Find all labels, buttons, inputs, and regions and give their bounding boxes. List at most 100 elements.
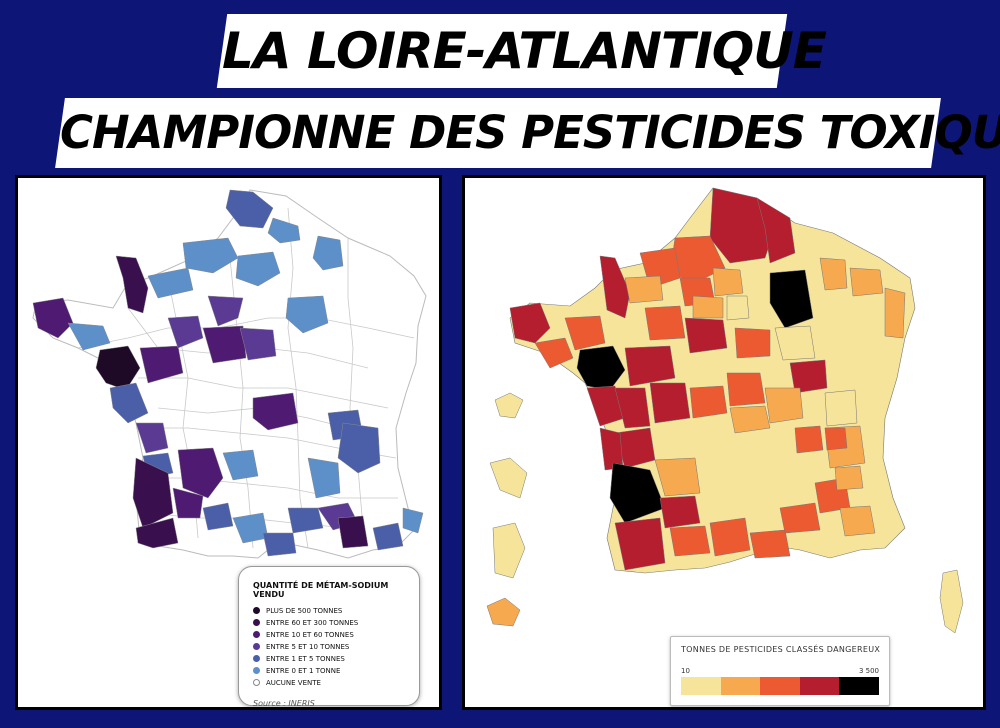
dept-gironde	[609, 462, 666, 524]
legend-swatch	[253, 631, 260, 638]
dom-guadeloupe	[494, 392, 524, 419]
dept-ile-de-france	[726, 295, 750, 321]
dept-sarthe	[644, 305, 686, 341]
legend-title: TONNES DE PESTICIDES CLASSÉS DANGEREUX	[681, 645, 881, 654]
dept-bas-rhin	[884, 287, 906, 339]
dept-loiret-region	[684, 317, 728, 354]
legend-label: ENTRE 60 ET 300 TONNES	[266, 618, 359, 627]
dept-dordogne	[177, 447, 224, 499]
scale-step	[720, 677, 761, 695]
dept-lot-garonne	[172, 487, 204, 519]
dept-vienne	[649, 382, 691, 424]
dept-deux-sevres	[135, 422, 169, 454]
dept-jura	[824, 389, 858, 427]
dept-bouches-rhone-region	[839, 505, 876, 537]
legend-swatch	[253, 679, 260, 686]
dept-ardennes	[312, 235, 344, 271]
dept-corse	[939, 569, 964, 634]
dept-marne	[235, 251, 281, 287]
dept-landes	[135, 517, 179, 549]
dept-oise	[712, 267, 744, 297]
dept-allier-region	[729, 405, 771, 434]
legend-swatch	[253, 655, 260, 662]
legend-item: ENTRE 10 ET 60 TONNES	[253, 630, 419, 639]
legend-label: PLUS DE 500 TONNES	[266, 606, 343, 615]
dept-nord	[225, 189, 274, 229]
dept-vaucluse	[834, 465, 864, 491]
dept-yonne-region	[734, 327, 771, 359]
dept-dordogne-region	[654, 457, 701, 497]
scale-step	[681, 677, 721, 695]
dept-herault	[287, 507, 324, 534]
dept-loiret	[202, 325, 247, 364]
dept-gironde	[132, 457, 174, 529]
dept-saone-loire	[764, 387, 804, 424]
headline-line1-banner: LA LOIRE-ATLANTIQUE	[216, 14, 826, 88]
dept-aisne	[267, 217, 301, 244]
dept-manche-region	[599, 255, 631, 319]
dept-cher	[726, 372, 766, 407]
dept-maine-loire-region	[624, 345, 676, 387]
dept-cote-or	[789, 359, 828, 394]
dept-alpes-maritimes	[402, 507, 424, 534]
legend-swatch	[253, 667, 260, 674]
dept-yonne	[239, 327, 277, 361]
dept-finistere	[32, 297, 74, 339]
dept-aube	[285, 295, 329, 334]
dept-moselle	[849, 267, 884, 297]
scale-step	[799, 677, 840, 695]
legend-label: AUCUNE VENTE	[266, 678, 321, 687]
dept-aisne-region	[756, 197, 796, 264]
dept-mayenne	[167, 315, 204, 349]
dept-ain-region	[824, 427, 848, 451]
dept-meuse	[819, 257, 848, 291]
legend-item: ENTRE 1 ET 5 TONNES	[253, 654, 419, 663]
legend-item: PLUS DE 500 TONNES	[253, 606, 419, 615]
range-min: 10	[681, 667, 690, 675]
legend-item: ENTRE 60 ET 300 TONNES	[253, 618, 419, 627]
dom-martinique	[489, 457, 528, 499]
scale-step	[839, 677, 879, 695]
dept-lot-garonne-region	[659, 495, 701, 529]
dept-tarn-garonne	[202, 502, 234, 531]
legend-item: AUCUNE VENTE	[253, 678, 419, 687]
dom-reunion	[486, 597, 521, 627]
headline-line1: LA LOIRE-ATLANTIQUE	[222, 22, 826, 80]
legend-swatch	[253, 619, 260, 626]
source-note: Source : INERIS	[253, 699, 315, 708]
dept-aude-region	[749, 529, 791, 559]
dept-calvados	[147, 267, 194, 299]
headline-line2-banner: CHAMPIONNE DES PESTICIDES TOXIQUES !	[55, 98, 1000, 168]
dept-vendee	[109, 382, 149, 424]
dept-charente-maritime	[599, 427, 624, 471]
dept-allier	[252, 392, 299, 431]
headline-line2: CHAMPIONNE DES PESTICIDES TOXIQUES !	[60, 106, 1000, 159]
dept-haute-garonne-region	[709, 517, 751, 557]
dept-var	[372, 522, 404, 551]
dept-ille-vilaine	[564, 315, 606, 351]
dept-landes-region	[614, 517, 666, 571]
scale-step	[760, 677, 800, 695]
legend-swatch	[253, 607, 260, 614]
legend-label: ENTRE 0 ET 1 TONNE	[266, 666, 341, 675]
dept-aube-region	[774, 325, 816, 361]
dept-cotes-armor	[67, 322, 111, 351]
dept-finistere-region	[509, 302, 551, 344]
dept-somme	[182, 237, 239, 274]
dept-deux-sevres-region	[614, 387, 651, 429]
dept-eure-loir-region	[692, 295, 724, 319]
color-scale	[681, 677, 879, 695]
dept-drome	[337, 422, 381, 474]
dept-indre	[689, 385, 728, 419]
dept-manche	[115, 255, 149, 314]
dept-rhone	[794, 425, 824, 454]
range-max: 3 500	[858, 667, 879, 675]
dept-herault-region	[779, 502, 821, 534]
legend-item: ENTRE 0 ET 1 TONNE	[253, 666, 419, 675]
legend-label: ENTRE 5 ET 10 TONNES	[266, 642, 350, 651]
dept-calvados-region	[624, 275, 664, 304]
legend-title: QUANTITÉ DE MÉTAM-SODIUM VENDU	[253, 581, 389, 599]
dept-marne-region	[769, 269, 814, 329]
legend-swatch	[253, 643, 260, 650]
dangerous-pesticides-france-map	[486, 187, 964, 634]
